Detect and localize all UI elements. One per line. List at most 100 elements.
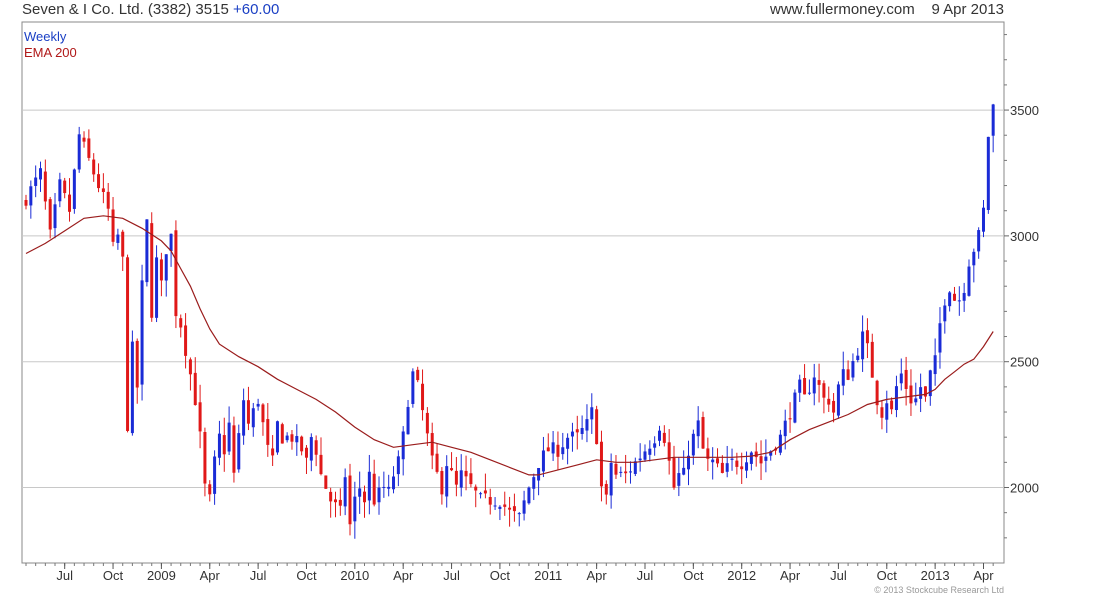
candle-body [416, 369, 420, 381]
copyright-label: © 2013 Stockcube Research Ltd [874, 585, 1004, 595]
candle-body [856, 355, 860, 361]
candle-body [188, 359, 192, 375]
candle-body [957, 300, 961, 302]
candle-body [421, 383, 425, 411]
candle-body [754, 451, 758, 458]
candle-body [991, 104, 995, 136]
candle-body [711, 459, 715, 463]
candle-body [68, 194, 72, 212]
candle-body [309, 437, 313, 461]
candle-body [275, 421, 279, 453]
candle-body [981, 207, 985, 232]
candle-body [909, 385, 913, 404]
x-tick-label: Apr [973, 568, 994, 583]
candle-body [155, 257, 159, 318]
x-tick-label: 2011 [534, 568, 562, 583]
candle-body [48, 199, 52, 230]
candle-body [488, 496, 492, 505]
candle-body [706, 448, 710, 459]
candle-body [121, 231, 125, 257]
candle-body [716, 458, 720, 464]
candle-body [295, 436, 299, 443]
candle-body [106, 191, 110, 209]
x-tick-label: Apr [200, 568, 221, 583]
candle-body [34, 177, 38, 186]
candle-body [720, 462, 724, 473]
candle-body [227, 422, 231, 452]
price-change-label: +60.00 [232, 1, 280, 18]
candle-body [43, 171, 47, 202]
candle-body [372, 473, 376, 505]
candle-body [304, 447, 308, 458]
candle-body [261, 404, 265, 423]
candle-body [217, 433, 221, 458]
candle-body [861, 331, 865, 360]
candle-body [324, 475, 328, 489]
candle-body [798, 379, 802, 393]
candle-body [82, 137, 86, 142]
candle-body [890, 400, 894, 410]
candle-body [150, 223, 154, 318]
candle-body [851, 361, 855, 378]
x-tick-label: Oct [877, 568, 898, 583]
candle-body [827, 398, 831, 405]
candle-body [203, 432, 207, 484]
x-tick-label: Jul [637, 568, 654, 583]
candle-body [977, 230, 981, 252]
candle-body [986, 136, 990, 210]
candle-body [111, 209, 115, 242]
candle-body [411, 371, 415, 404]
candle-body [92, 159, 96, 175]
candle-body [812, 377, 816, 394]
candle-body [290, 434, 294, 442]
candle-body [503, 504, 507, 507]
candle-body [749, 452, 753, 464]
candle-body [624, 471, 628, 474]
candle-body [130, 341, 134, 434]
candle-body [735, 460, 739, 467]
candle-body [242, 400, 246, 436]
candle-body [285, 435, 289, 441]
candle-body [672, 457, 676, 488]
candle-body [923, 386, 927, 397]
candle-body [435, 453, 439, 472]
candle-body [546, 447, 550, 452]
x-tick-label: Apr [780, 568, 801, 583]
candle-body [406, 406, 410, 435]
candle-body [633, 461, 637, 474]
candle-body [126, 257, 130, 431]
candle-body [169, 233, 173, 252]
candle-body [793, 392, 797, 423]
candle-body [425, 412, 429, 434]
candle-body [682, 467, 686, 475]
candle-body [251, 408, 255, 428]
candle-body [222, 435, 226, 455]
plot-frame [21, 21, 1005, 564]
candle-body [943, 305, 947, 322]
candle-body [778, 434, 782, 453]
x-tick-label: Jul [56, 568, 73, 583]
candle-body [159, 259, 163, 281]
candle-body [628, 471, 632, 473]
candle-body [445, 466, 449, 497]
candle-body [517, 513, 521, 515]
candle-body [933, 355, 937, 375]
candle-body [440, 471, 444, 495]
candle-body [836, 384, 840, 416]
candle-body [614, 463, 618, 475]
y-tick-label: 3000 [1010, 229, 1039, 244]
candle-body [450, 468, 454, 471]
candle-body [919, 387, 923, 399]
candle-body [116, 234, 120, 243]
candle-body [63, 180, 67, 194]
candle-body [29, 186, 33, 206]
y-tick-label: 3500 [1010, 103, 1039, 118]
candle-body [725, 463, 729, 472]
candle-body [174, 230, 178, 317]
candle-body [483, 490, 487, 494]
candle-body [532, 477, 536, 489]
candle-body [164, 254, 168, 281]
candle-body [948, 292, 952, 307]
candle-body [358, 488, 362, 497]
